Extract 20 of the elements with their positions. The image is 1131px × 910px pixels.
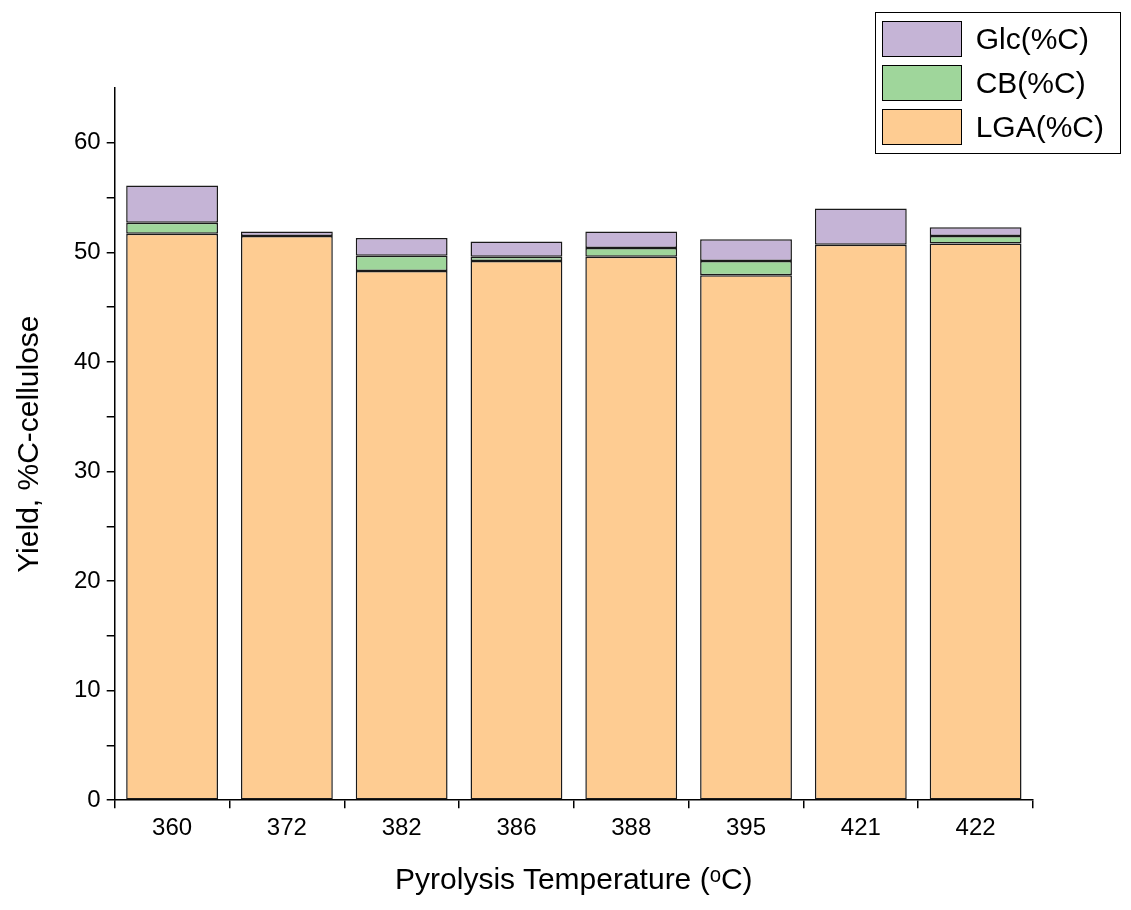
legend-label: CB(%C) [975,66,1086,100]
legend-label: Glc(%C) [975,22,1089,56]
x-axis-title: Pyrolysis Temperature (ᵒC) [395,862,753,896]
x-tick-label: 395 [726,813,767,841]
x-tick-label: 360 [152,813,193,841]
x-tick-label: 388 [611,813,652,841]
y-tick-label: 50 [73,236,101,264]
x-tick-label: 372 [266,813,307,841]
x-tick-label: 386 [496,813,537,841]
y-tick-label: 40 [73,346,101,374]
y-tick-label: 60 [73,127,101,155]
y-axis-title: Yield, %C-cellulose [11,315,45,573]
x-tick-label: 382 [381,813,422,841]
x-tick-label: 421 [840,813,881,841]
y-tick-label: 20 [73,565,101,593]
y-tick-label: 30 [73,456,101,484]
y-tick-label: 10 [73,675,101,703]
y-tick-label: 0 [87,784,101,812]
text: LGA(%C) [975,110,1104,144]
x-tick-label: 422 [955,813,996,841]
